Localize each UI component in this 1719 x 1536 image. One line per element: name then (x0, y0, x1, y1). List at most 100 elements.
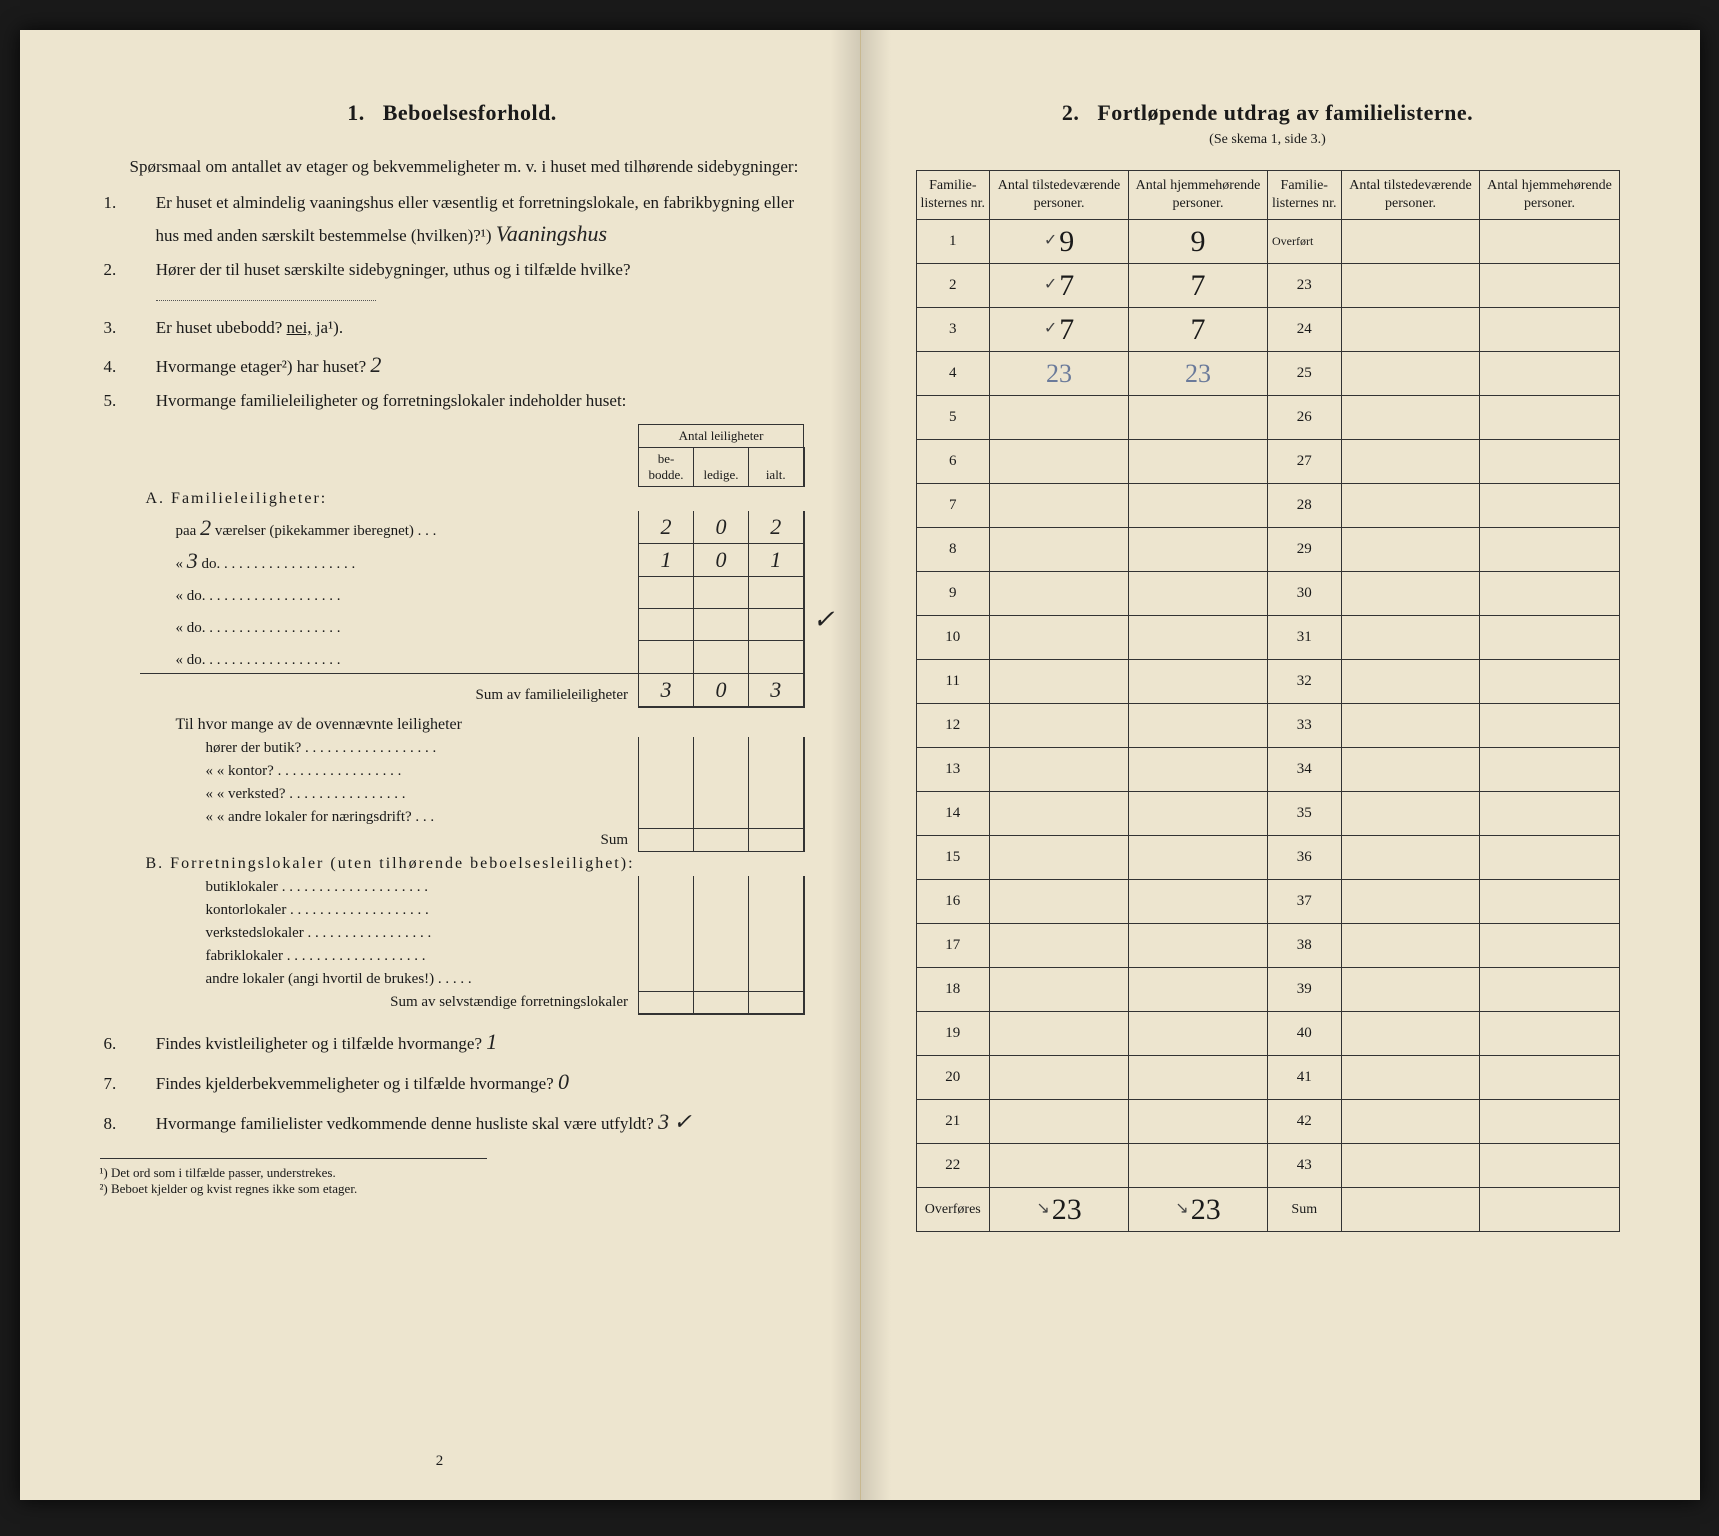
question-text: Hvormange familielister vedkommende denn… (156, 1114, 654, 1133)
question-text: Hvormange familieleiligheter og forretni… (156, 391, 627, 410)
row-number: 35 (1267, 792, 1341, 836)
handwritten-value: 7 (1190, 269, 1205, 302)
row-number: 14 (916, 792, 990, 836)
row-number: 37 (1267, 880, 1341, 924)
row-number: 4 (916, 352, 990, 396)
table-row: 13 34 (916, 748, 1619, 792)
handwritten-value: 0 (716, 514, 727, 539)
checkmark-icon: ✓ (673, 1109, 691, 1134)
row-number: 41 (1267, 1056, 1341, 1100)
table-row: hører der butik? . . . . . . . . . . . .… (140, 737, 804, 760)
table-row: paa 2 værelser (pikekammer iberegnet) . … (140, 511, 804, 544)
tick-mark: ↘ (1036, 1200, 1049, 1217)
row-number: 17 (916, 924, 990, 968)
row-number: 5 (916, 396, 990, 440)
right-section-title: 2. Fortløpende utdrag av familielisterne… (916, 100, 1620, 126)
table-row: andre lokaler (angi hvortil de brukes!) … (140, 968, 804, 991)
handwritten-value: 23 (1046, 359, 1072, 388)
row-number: 26 (1267, 396, 1341, 440)
qnum: 3. (130, 315, 152, 341)
table-row: « « andre lokaler for næringsdrift? . . … (140, 806, 804, 829)
table-row: kontorlokaler . . . . . . . . . . . . . … (140, 899, 804, 922)
question-text: Findes kjelderbekvemmeligheter og i tilf… (156, 1074, 554, 1093)
handwritten-answer: 3 (658, 1109, 669, 1134)
page-number: 2 (20, 1453, 860, 1470)
table-row: 7 28 (916, 484, 1619, 528)
handwritten-value: 23 (1185, 359, 1211, 388)
handwritten-value: 9 (1190, 225, 1205, 258)
row-number: 8 (916, 528, 990, 572)
row-number: 34 (1267, 748, 1341, 792)
document-spread: 1. Beboelsesforhold. Spørsmaal om antall… (20, 30, 1700, 1500)
row-number: 24 (1267, 308, 1341, 352)
section-b-sum-label: Sum av selvstændige forretningslokaler (140, 991, 639, 1014)
question-2: 2. Hører der til huset særskilte sidebyg… (130, 257, 805, 310)
row-number: 31 (1267, 616, 1341, 660)
table-row: 3 ✓7 7 24 (916, 308, 1619, 352)
footnotes: ¹) Det ord som i tilfælde passer, unders… (100, 1158, 488, 1197)
leiligheter-table-wrap: Antal leiligheter be- bodde. ledige. ial… (140, 424, 805, 1015)
row-number: 10 (916, 616, 990, 660)
header-nr: Familie- listernes nr. (916, 171, 990, 220)
sub-question: Til hvor mange av de ovennævnte leilighe… (140, 707, 804, 737)
question-text: Er huset ubebodd? (156, 318, 283, 337)
table-row: 10 31 (916, 616, 1619, 660)
row-label: « 3 do. . . . . . . . . . . . . . . . . … (140, 544, 639, 577)
question-4: 4. Hvormange etager²) har huset? 2 (130, 348, 805, 382)
handwritten-answer: 0 (558, 1069, 569, 1094)
tick-mark: ✓ (1044, 232, 1057, 249)
table-row: « « kontor? . . . . . . . . . . . . . . … (140, 760, 804, 783)
row-number: 40 (1267, 1012, 1341, 1056)
footnote-2: ²) Beboet kjelder og kvist regnes ikke s… (100, 1181, 488, 1197)
table-row: 22 43 (916, 1144, 1619, 1188)
row-number: 15 (916, 836, 990, 880)
section-number: 1. (347, 100, 365, 125)
table-row: « « verksted? . . . . . . . . . . . . . … (140, 783, 804, 806)
overfores-label: Overføres (916, 1188, 990, 1232)
table-row: 18 39 (916, 968, 1619, 1012)
row-label: « « kontor? . . . . . . . . . . . . . . … (140, 760, 639, 783)
table-row: 19 40 (916, 1012, 1619, 1056)
section-a-title: A. Familieleiligheter: (140, 487, 804, 512)
table-row: « do. . . . . . . . . . . . . . . . . . … (140, 609, 804, 641)
sum-label: Sum av familieleiligheter (140, 673, 639, 707)
table-row: « 3 do. . . . . . . . . . . . . . . . . … (140, 544, 804, 577)
table-row: 14 35 (916, 792, 1619, 836)
section-b-sum: Sum av selvstændige forretningslokaler (140, 991, 804, 1014)
table-row: 9 30 (916, 572, 1619, 616)
row-number: 6 (916, 440, 990, 484)
handwritten-value: 0 (716, 677, 727, 702)
row-number: 22 (916, 1144, 990, 1188)
row-label: paa 2 værelser (pikekammer iberegnet) . … (140, 511, 639, 544)
table-row: butiklokaler . . . . . . . . . . . . . .… (140, 876, 804, 899)
left-section-title: 1. Beboelsesforhold. (100, 100, 805, 126)
section-b-title: B. Forretningslokaler (uten tilhørende b… (140, 852, 804, 877)
row-number: 16 (916, 880, 990, 924)
question-list: 1. Er huset et almindelig vaaningshus el… (130, 190, 805, 414)
row-number: 42 (1267, 1100, 1341, 1144)
row-number: 28 (1267, 484, 1341, 528)
row-label: « « andre lokaler for næringsdrift? . . … (140, 806, 639, 829)
table-row: « do. . . . . . . . . . . . . . . . . . … (140, 641, 804, 674)
qnum: 4. (130, 354, 152, 380)
row-label: « do. . . . . . . . . . . . . . . . . . … (140, 609, 639, 641)
question-1: 1. Er huset et almindelig vaaningshus el… (130, 190, 805, 250)
question-7: 7. Findes kjelderbekvemmeligheter og i t… (130, 1065, 805, 1099)
handwritten-value: 0 (716, 547, 727, 572)
row-number: 18 (916, 968, 990, 1012)
qnum: 5. (130, 388, 152, 414)
footnote-1: ¹) Det ord som i tilfælde passer, unders… (100, 1165, 488, 1181)
row-number: 43 (1267, 1144, 1341, 1188)
handwritten-answer: 1 (486, 1029, 497, 1054)
intro-text: Spørsmaal om antallet av etager og bekve… (100, 154, 805, 180)
handwritten-value: 2 (661, 514, 672, 539)
section-a-sub-sum: Sum (140, 829, 804, 852)
qnum: 1. (130, 190, 152, 216)
table-group-header: Antal leiligheter (639, 425, 804, 448)
table-row: « do. . . . . . . . . . . . . . . . . . … (140, 577, 804, 609)
header-tilstede: Antal tilstedeværende personer. (990, 171, 1129, 220)
handwritten-value: 7 (1059, 313, 1074, 346)
col-bebodde: be- bodde. (639, 448, 694, 487)
row-number: 2 (916, 264, 990, 308)
sum-label: Sum (1267, 1188, 1341, 1232)
